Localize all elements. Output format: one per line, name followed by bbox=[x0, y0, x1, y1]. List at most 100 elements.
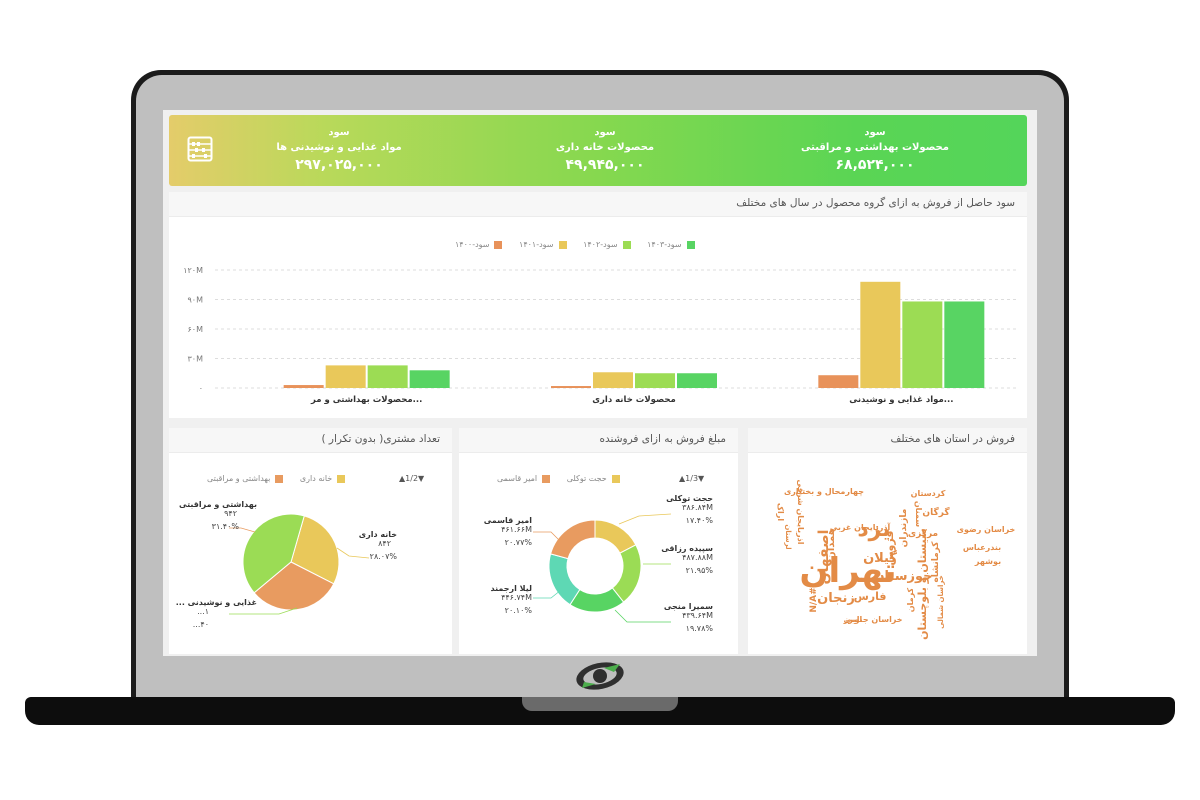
legend-item-health[interactable]: بهداشتی و مراقبتی bbox=[207, 474, 284, 483]
x-category-label: ...مواد غذایی و نوشیدنی bbox=[849, 395, 953, 405]
bar bbox=[677, 373, 717, 388]
cloud-word: تهران bbox=[799, 551, 896, 591]
leader-line bbox=[229, 607, 298, 615]
bar bbox=[860, 281, 901, 388]
legend-item-1403[interactable]: سود-۱۴۰۳ bbox=[647, 240, 695, 249]
cloud-word: اصفهان bbox=[816, 530, 832, 585]
label-pct: ۳۱.۴۰% bbox=[211, 522, 239, 531]
bar bbox=[818, 375, 859, 388]
donut-slice bbox=[548, 553, 581, 606]
bar bbox=[593, 372, 633, 388]
label-amount: ۴۸۷.۸۸M bbox=[682, 553, 713, 562]
customers-card: تعداد مشتری( بدون تکرار ) ▲1/2▼ خانه دار… bbox=[169, 428, 452, 654]
cloud-word: خراسان شمالی bbox=[937, 575, 945, 629]
cloud-word: بندرعباس bbox=[963, 543, 1001, 553]
label-amount: ۴۴۶.۷۴M bbox=[501, 593, 532, 602]
pie-slice bbox=[290, 515, 340, 585]
legend-item-1402[interactable]: سود-۱۴۰۲ bbox=[583, 240, 631, 249]
cloud-word: گیلان bbox=[863, 550, 897, 566]
y-tick-label: ۶۰M bbox=[188, 325, 204, 334]
bar bbox=[367, 365, 408, 388]
cloud-word: کرمان bbox=[906, 587, 915, 612]
cloud-word: سیستان و بلوچستان bbox=[916, 528, 929, 640]
legend-label: سود-۱۴۰۲ bbox=[583, 240, 618, 249]
cloud-word: کردستان bbox=[911, 489, 946, 498]
leader-line bbox=[533, 531, 560, 541]
label-name: امیر قاسمی bbox=[483, 516, 532, 525]
profit-legend[interactable]: سود-۱۴۰۳ سود-۱۴۰۲ سود-۱۴۰۱ سود-۱۴۰۰ bbox=[441, 240, 695, 249]
label-pct: ۲۱.۹۵% bbox=[685, 566, 713, 575]
card-header: سود حاصل از فروش به ازای گروه محصول در س… bbox=[169, 192, 1027, 217]
bar bbox=[551, 386, 591, 388]
cloud-word: لرستان bbox=[784, 524, 792, 550]
donut-label-tavakoli: حجت توکلی ۳۸۶.۸۴M ۱۷.۴۰% bbox=[666, 494, 713, 525]
profit-chart-title: سود حاصل از فروش به ازای گروه محصول در س… bbox=[736, 197, 1015, 209]
y-tick-label: ۳۰M bbox=[188, 355, 204, 364]
legend-item-1400[interactable]: سود-۱۴۰۰ bbox=[455, 240, 503, 249]
label-pct: ۲۸.۰۷% bbox=[369, 552, 397, 561]
cloud-word: خراسان رضوی bbox=[957, 525, 1016, 534]
bar bbox=[944, 301, 985, 388]
profit-bar-chart: ۱۲۰M ۹۰M ۶۰M ۳۰M ۰ ...محصولات بهداشتی و مر محص… bbox=[183, 266, 1017, 405]
legend-label: بهداشتی و مراقبتی bbox=[207, 474, 271, 483]
kpi-subtitle: محصولات بهداشتی و مراقبتی bbox=[801, 142, 949, 153]
legend-label: سود-۱۴۰۳ bbox=[647, 240, 682, 249]
pie-label-household: خانه داری ۸۴۲ ۲۸.۰۷% bbox=[359, 530, 397, 561]
cloud-word: خراسان جنوبی bbox=[843, 615, 902, 624]
cloud-word: سمنان bbox=[914, 501, 923, 527]
legend-item-ghasemi[interactable]: امیر قاسمی bbox=[497, 474, 551, 483]
cloud-word: فارس bbox=[854, 590, 887, 603]
label-name: حجت توکلی bbox=[666, 494, 713, 503]
sales-legend[interactable]: حجت توکلی امیر قاسمی bbox=[483, 474, 620, 483]
label-name: سپیده رزاقی bbox=[661, 544, 713, 553]
label-pct: ۲۰.۷۷% bbox=[504, 538, 532, 547]
kpi-subtitle: مواد غذایی و نوشیدنی ها bbox=[276, 142, 402, 153]
kpi-banner: سود محصولات بهداشتی و مراقبتی ۶۸,۵۲۴,۰۰۰… bbox=[169, 115, 1027, 186]
provinces-card: فروش در استان های مختلف تهران خوزستان یزد ا… bbox=[748, 428, 1027, 654]
label-amount: ۴۳۹.۶۴M bbox=[682, 611, 713, 620]
profit-chart-card: سود حاصل از فروش به ازای گروه محصول در س… bbox=[169, 192, 1027, 418]
donut-label-monji: سمیرا منجی ۴۳۹.۶۴M ۱۹.۷۸% bbox=[664, 602, 713, 633]
customers-title: تعداد مشتری( بدون تکرار ) bbox=[321, 433, 440, 445]
leader-line bbox=[533, 589, 562, 599]
bar bbox=[409, 370, 450, 388]
legend-label: سود-۱۴۰۱ bbox=[519, 240, 554, 249]
cloud-word: کرمانشاه bbox=[931, 541, 941, 583]
cloud-word: البرز bbox=[843, 615, 863, 624]
kpi-title: سود bbox=[864, 127, 886, 138]
cloud-word: آذربایجان غربی bbox=[830, 522, 891, 532]
donut-label-ghasemi: امیر قاسمی ۴۶۱.۶۶M ۲۰.۷۷% bbox=[484, 516, 532, 547]
pie-slice bbox=[253, 561, 335, 611]
label-pct: ۱۹.۷۸% bbox=[685, 624, 713, 633]
label-count: ۸۴۲ bbox=[378, 539, 391, 548]
card-header: مبلغ فروش به ازای فروشنده bbox=[459, 428, 738, 453]
y-tick-label: ۱۲۰M bbox=[183, 266, 203, 275]
label-name: لیلا ارجمند bbox=[490, 584, 533, 593]
cloud-word: اراک bbox=[776, 503, 785, 522]
x-category-label: ...محصولات بهداشتی و مر bbox=[310, 395, 422, 405]
customers-pie-chart bbox=[229, 513, 370, 615]
sales-donut-chart bbox=[533, 513, 672, 623]
label-name: بهداشتی و مراقبتی bbox=[179, 500, 257, 509]
cloud-word: خوزستان bbox=[873, 569, 932, 584]
laptop-notch bbox=[522, 697, 678, 711]
customers-pager[interactable]: ▲1/2▼ bbox=[399, 474, 425, 483]
label-amount: ۴۶۱.۶۶M bbox=[501, 525, 532, 534]
kpi-value: ۴۹,۹۴۵,۰۰۰ bbox=[565, 157, 645, 173]
legend-item-household[interactable]: خانه داری bbox=[300, 474, 346, 483]
card-header: تعداد مشتری( بدون تکرار ) bbox=[169, 428, 452, 453]
customers-legend[interactable]: خانه داری بهداشتی و مراقبتی bbox=[193, 474, 346, 483]
pie-label-food: غذایی و نوشیدنی ... ۱... ۴۰... bbox=[176, 598, 257, 629]
donut-label-razaghi: سپیده رزاقی ۴۸۷.۸۸M ۲۱.۹۵% bbox=[661, 544, 713, 575]
legend-item-tavakoli[interactable]: حجت توکلی bbox=[567, 474, 620, 483]
cloud-word: چهارمحال و بختیاری bbox=[784, 487, 864, 496]
sales-pager[interactable]: ▲1/3▼ bbox=[679, 474, 705, 483]
legend-item-1401[interactable]: سود-۱۴۰۱ bbox=[519, 240, 567, 249]
kpi-title: سود bbox=[328, 127, 350, 138]
kpi-value: ۲۹۷,۰۲۵,۰۰۰ bbox=[295, 157, 383, 173]
cloud-word: قزوین bbox=[883, 531, 896, 566]
brand-logo-icon bbox=[576, 662, 624, 690]
kpi-household-profit: سود محصولات خانه داری ۴۹,۹۴۵,۰۰۰ bbox=[495, 125, 715, 175]
donut-label-arjmand: لیلا ارجمند ۴۴۶.۷۴M ۲۰.۱۰% bbox=[491, 584, 533, 615]
